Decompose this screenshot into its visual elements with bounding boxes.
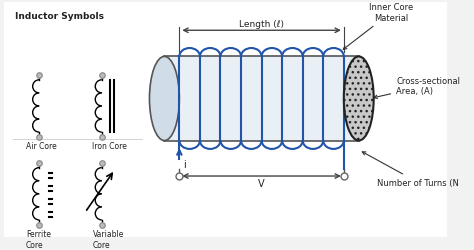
Ellipse shape — [344, 57, 374, 141]
FancyBboxPatch shape — [1, 0, 449, 240]
Text: Inductor Symbols: Inductor Symbols — [15, 12, 104, 20]
Text: Number of Turns (N: Number of Turns (N — [362, 152, 459, 187]
Text: Ferrite
Core: Ferrite Core — [26, 229, 51, 249]
Text: Cross-sectional
Area, (A): Cross-sectional Area, (A) — [374, 76, 460, 99]
Ellipse shape — [149, 57, 179, 141]
Text: Variable
Core: Variable Core — [92, 229, 124, 249]
Text: Air Core: Air Core — [26, 142, 57, 151]
Text: V: V — [258, 178, 265, 188]
Text: Inner Core
Material: Inner Core Material — [343, 4, 414, 50]
Text: Iron Core: Iron Core — [92, 142, 128, 151]
Bar — [164, 57, 359, 141]
Text: i: i — [183, 159, 186, 169]
Text: Length (ℓ): Length (ℓ) — [239, 20, 284, 29]
